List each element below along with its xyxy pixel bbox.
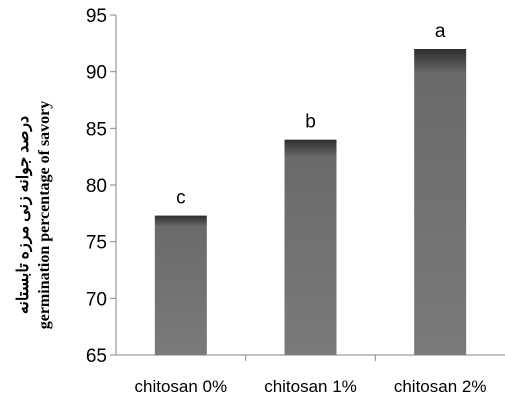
x-tick-labels: chitosan 0% chitosan 1% chitosan 2%	[135, 377, 487, 396]
y-tick-label: 85	[86, 119, 107, 140]
y-axis-label-english: germination percentage of savory	[36, 101, 53, 330]
bar	[154, 215, 207, 355]
bar	[284, 139, 337, 355]
significance-labels: c b a	[176, 21, 446, 209]
significance-letter: c	[176, 188, 186, 209]
y-tick-label: 65	[86, 346, 107, 367]
bars	[154, 49, 467, 355]
y-ticks: 65 70 75 80 85 90 95	[86, 6, 116, 367]
y-tick-label: 95	[86, 6, 107, 27]
x-tick-label: chitosan 1%	[264, 377, 357, 396]
y-tick-label: 70	[86, 289, 107, 310]
x-tick-label: chitosan 2%	[394, 377, 487, 396]
bar	[414, 49, 467, 355]
y-tick-label: 90	[86, 63, 107, 84]
y-tick-label: 80	[86, 176, 107, 197]
significance-letter: a	[435, 21, 446, 42]
significance-letter: b	[305, 112, 316, 133]
y-tick-label: 75	[86, 233, 107, 254]
x-tick-label: chitosan 0%	[135, 377, 228, 396]
y-axis-label: درصد جوانه زنی مرزه تابستانه germination…	[15, 101, 53, 330]
y-axis-label-persian: درصد جوانه زنی مرزه تابستانه	[15, 116, 33, 314]
